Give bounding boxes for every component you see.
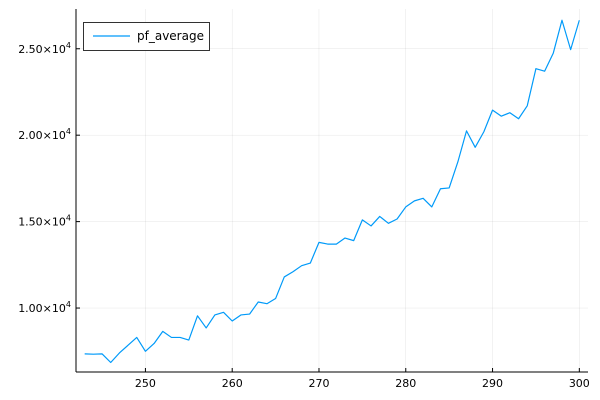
tick-labels: 250 260 270 280 290 300 1.00×104 1.50×104 2.00×1… bbox=[18, 41, 590, 390]
y-tick-label: 1.00×104 bbox=[18, 300, 71, 315]
grid-lines bbox=[76, 9, 588, 372]
series-line-pf_average bbox=[84, 19, 580, 364]
x-tick-label: 260 bbox=[222, 377, 243, 390]
legend-box bbox=[83, 22, 210, 51]
x-tick-label: 290 bbox=[482, 377, 503, 390]
x-tick-label: 250 bbox=[135, 377, 156, 390]
series-layer bbox=[84, 19, 580, 364]
axes bbox=[75, 9, 588, 373]
y-tick-label: 1.50×104 bbox=[18, 214, 71, 229]
x-tick-label: 270 bbox=[308, 377, 329, 390]
y-tick-label: 2.00×104 bbox=[18, 127, 71, 142]
x-tick-label: 300 bbox=[569, 377, 590, 390]
y-tick-label: 2.50×104 bbox=[18, 41, 71, 56]
legend: pf_average bbox=[83, 22, 210, 51]
legend-label: pf_average bbox=[137, 29, 204, 43]
x-tick-label: 280 bbox=[395, 377, 416, 390]
